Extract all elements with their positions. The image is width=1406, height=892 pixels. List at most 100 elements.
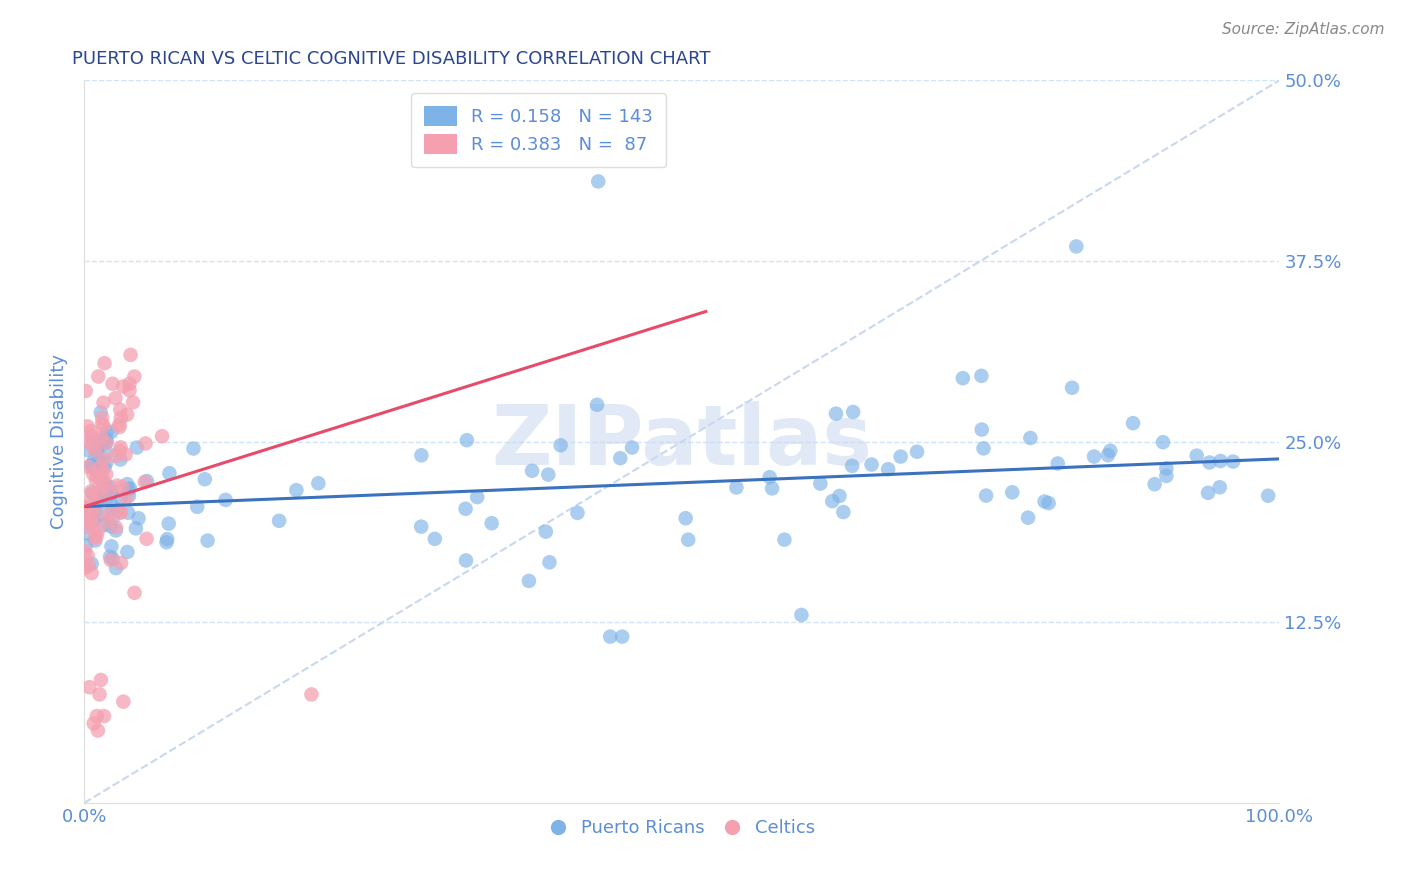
Legend: Puerto Ricans, Celtics: Puerto Ricans, Celtics bbox=[541, 812, 823, 845]
Point bbox=[1156, 469, 1178, 483]
Point bbox=[197, 533, 219, 548]
Point bbox=[93, 452, 115, 467]
Point bbox=[93, 460, 115, 475]
Point bbox=[83, 716, 105, 731]
Point bbox=[118, 489, 141, 503]
Point bbox=[952, 371, 974, 385]
Point bbox=[101, 498, 124, 512]
Point bbox=[285, 483, 308, 498]
Point bbox=[104, 449, 127, 463]
Point bbox=[77, 501, 100, 516]
Point bbox=[94, 436, 117, 450]
Point bbox=[93, 518, 115, 533]
Point bbox=[104, 520, 127, 534]
Point bbox=[96, 425, 118, 439]
Point bbox=[76, 434, 98, 449]
Point bbox=[588, 174, 610, 188]
Point bbox=[115, 477, 138, 491]
Point bbox=[567, 506, 589, 520]
Point bbox=[108, 417, 131, 432]
Point bbox=[301, 687, 323, 701]
Point bbox=[110, 491, 132, 505]
Point bbox=[758, 470, 780, 484]
Point bbox=[90, 491, 112, 505]
Point bbox=[1198, 455, 1220, 469]
Point bbox=[86, 443, 108, 458]
Point bbox=[974, 489, 997, 503]
Point bbox=[87, 524, 110, 538]
Point bbox=[84, 473, 107, 487]
Point bbox=[100, 553, 122, 567]
Point bbox=[110, 441, 132, 455]
Point bbox=[1209, 480, 1232, 494]
Point bbox=[550, 438, 572, 452]
Point bbox=[411, 519, 433, 533]
Point bbox=[96, 446, 118, 460]
Point bbox=[832, 505, 855, 519]
Point bbox=[87, 440, 110, 454]
Point bbox=[84, 504, 107, 518]
Point bbox=[86, 709, 108, 723]
Point bbox=[112, 695, 135, 709]
Point bbox=[89, 488, 111, 502]
Point bbox=[970, 423, 993, 437]
Point bbox=[125, 521, 148, 535]
Point bbox=[91, 417, 114, 431]
Point bbox=[105, 561, 128, 575]
Point bbox=[105, 478, 128, 492]
Point bbox=[877, 462, 900, 476]
Point bbox=[1156, 461, 1178, 475]
Point bbox=[76, 519, 98, 533]
Point bbox=[586, 398, 609, 412]
Text: PUERTO RICAN VS CELTIC COGNITIVE DISABILITY CORRELATION CHART: PUERTO RICAN VS CELTIC COGNITIVE DISABIL… bbox=[73, 50, 711, 68]
Point bbox=[411, 448, 433, 462]
Point bbox=[77, 526, 100, 541]
Point bbox=[1066, 239, 1088, 253]
Point bbox=[100, 486, 122, 500]
Point bbox=[77, 504, 100, 518]
Point bbox=[87, 485, 110, 500]
Point bbox=[84, 531, 107, 545]
Point bbox=[96, 456, 118, 470]
Point bbox=[155, 535, 177, 549]
Point bbox=[84, 533, 107, 548]
Point bbox=[93, 395, 115, 409]
Point bbox=[128, 511, 150, 525]
Point bbox=[481, 516, 503, 531]
Point bbox=[104, 524, 127, 538]
Point bbox=[454, 553, 477, 567]
Point bbox=[1046, 457, 1069, 471]
Point bbox=[91, 508, 114, 522]
Point bbox=[1038, 496, 1060, 510]
Point bbox=[75, 384, 97, 398]
Point bbox=[93, 432, 115, 446]
Point bbox=[100, 485, 122, 500]
Point bbox=[599, 630, 621, 644]
Point bbox=[676, 533, 699, 547]
Point bbox=[1097, 448, 1119, 462]
Point bbox=[110, 505, 132, 519]
Point bbox=[82, 460, 104, 475]
Point bbox=[110, 556, 132, 570]
Point bbox=[100, 425, 122, 439]
Point bbox=[80, 458, 103, 472]
Point bbox=[101, 510, 124, 524]
Point bbox=[90, 430, 112, 444]
Point bbox=[118, 482, 141, 496]
Point bbox=[1017, 510, 1039, 524]
Point bbox=[135, 436, 157, 450]
Point bbox=[98, 549, 121, 564]
Point bbox=[82, 514, 104, 528]
Point bbox=[84, 443, 107, 458]
Point bbox=[93, 419, 115, 434]
Point bbox=[890, 450, 912, 464]
Point bbox=[82, 487, 104, 501]
Point bbox=[94, 432, 117, 446]
Point bbox=[841, 458, 863, 473]
Point bbox=[114, 448, 136, 462]
Point bbox=[124, 586, 146, 600]
Point bbox=[107, 502, 129, 516]
Point bbox=[1185, 449, 1208, 463]
Point bbox=[110, 452, 132, 467]
Point bbox=[79, 680, 101, 694]
